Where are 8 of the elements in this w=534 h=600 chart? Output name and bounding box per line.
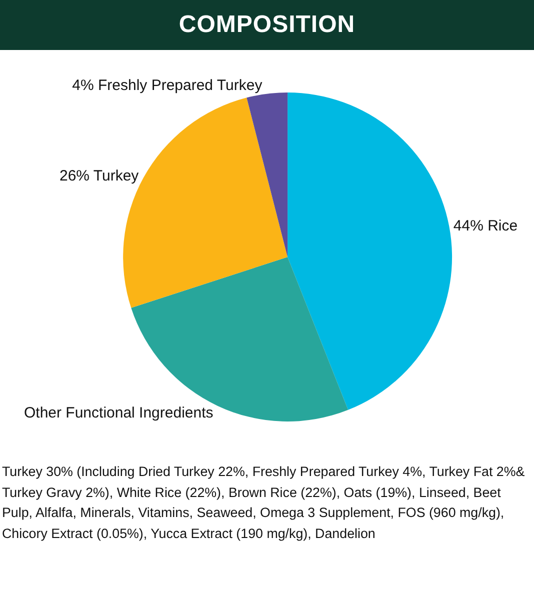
pie-slice [246,92,288,257]
slice-label: 44% Rice [453,217,518,234]
pie-slice [288,92,452,410]
text: Turkey 30% (Including Dried Turkey 22%, Freshly Prepared Turkey 4%, Turkey Fat 2%& Turkey Gravy 2%), White Rice (22%), Brown Rice (22%), Oats (19%), Linseed, Beet Pulp, Alfalfa, Minerals, Vitamins, Seaweed, Omega 3 Supplement, FOS (960 mg/kg), Chicory Extract (0.05%), Yucca Extract (190 mg/kg), Dandelion [1,463,526,543]
slice-label: 26% Turkey [59,167,140,184]
slice-label: 4% Freshly Prepared Turkey [72,76,263,94]
chart-title: COMPOSITION [0,0,534,50]
slice-label: Other Functional Ingredients [24,404,214,422]
